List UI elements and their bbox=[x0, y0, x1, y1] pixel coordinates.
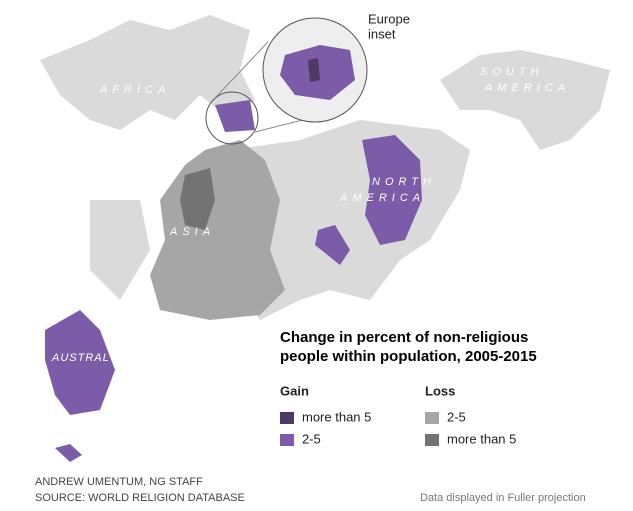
legend-label: 2-5 bbox=[447, 409, 466, 424]
legend-label: more than 5 bbox=[447, 431, 516, 446]
south-america-shape bbox=[440, 50, 610, 150]
legend-title: Change in percent of non-religious bbox=[280, 329, 528, 346]
legend-swatch bbox=[280, 434, 294, 446]
inset-connector bbox=[214, 41, 269, 99]
asia-dark bbox=[180, 168, 215, 230]
legend-label: 2-5 bbox=[302, 431, 321, 446]
legend-swatch bbox=[280, 412, 294, 424]
label-america: AMERICA bbox=[339, 192, 425, 204]
legend-title: people within population, 2005-2015 bbox=[280, 348, 537, 365]
inset-label: Europe bbox=[368, 11, 410, 26]
europe-circle bbox=[205, 91, 259, 145]
europe-shape bbox=[215, 100, 255, 132]
australia-shape bbox=[45, 310, 115, 415]
legend-swatch bbox=[425, 412, 439, 424]
africa-shape bbox=[40, 15, 255, 130]
label-north: NORTH bbox=[372, 176, 436, 188]
legend-group: Loss bbox=[425, 383, 455, 398]
new-zealand-shape bbox=[55, 444, 82, 462]
inset-land bbox=[308, 58, 320, 82]
legend: Gain more than 5 2-5 Loss 2-5 more than 5 bbox=[280, 383, 516, 446]
light-land bbox=[90, 200, 150, 300]
legend-swatch bbox=[425, 434, 439, 446]
land bbox=[40, 15, 610, 462]
north-america-shape bbox=[362, 135, 422, 245]
label-south: SOUTH bbox=[480, 66, 544, 78]
legend-label: more than 5 bbox=[302, 409, 371, 424]
credit: SOURCE: WORLD RELIGION DATABASE bbox=[35, 492, 245, 504]
label-australia: AUSTRAL bbox=[51, 352, 110, 364]
label-asia: ASIA bbox=[169, 226, 215, 238]
projection-note: Data displayed in Fuller projection bbox=[420, 492, 586, 504]
legend-group: Gain bbox=[280, 383, 309, 398]
credit: ANDREW UMENTUM, NG STAFF bbox=[35, 476, 203, 488]
label-america: AMERICA bbox=[484, 82, 570, 94]
label-africa: AFRICA bbox=[99, 84, 170, 96]
inset-label: inset bbox=[368, 26, 396, 41]
alaska-shape bbox=[315, 225, 350, 265]
